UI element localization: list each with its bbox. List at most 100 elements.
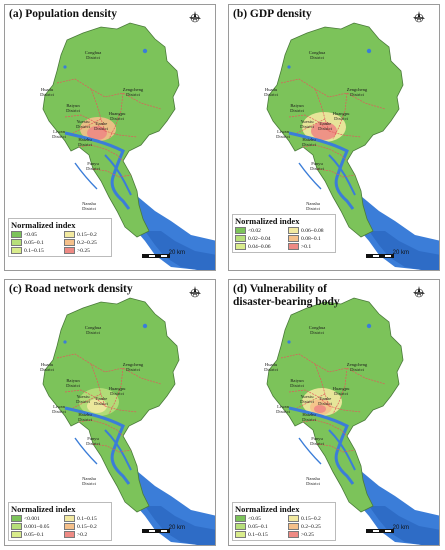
scale-label: 20 km (168, 250, 185, 256)
legend-swatch (11, 515, 22, 522)
district-label-baiyun: Baiyun District (290, 103, 304, 113)
legend-swatch (11, 531, 22, 538)
legend-swatch (11, 239, 22, 246)
district-boundary (302, 144, 348, 162)
map-canvas (42, 11, 215, 270)
legend-swatch (288, 515, 299, 522)
reservoir (142, 48, 148, 54)
district-label-huangpu: Huangpu District (332, 111, 350, 121)
legend-item: 0.15~0.2 (288, 515, 333, 522)
legend-label: >0.1 (301, 243, 312, 250)
district-label-liwan: Liwan District (276, 404, 290, 414)
legend-item: 0.2~0.25 (288, 523, 333, 530)
legend-swatch (288, 531, 299, 538)
district-label-haizhu: Haizhu District (302, 412, 316, 422)
legend-swatch (235, 227, 246, 234)
district-boundary (314, 363, 330, 407)
river-branch (74, 437, 98, 465)
map-panel-road: (c) Road network density Normalized inde… (4, 279, 216, 546)
district-boundary (288, 389, 362, 413)
legend-label: 0.08~0.1 (301, 235, 321, 242)
district-label-huangpu: Huangpu District (332, 386, 350, 396)
north-arrow-icon (193, 286, 197, 296)
district-label-yuexiu: Yuexiu District (76, 394, 90, 404)
north-arrow-icon (189, 292, 201, 294)
scale-bar (142, 254, 170, 258)
district-label-tianhe: Tianhe District (94, 121, 108, 131)
legend-item: >0.1 (288, 243, 333, 250)
panel-title: (d) Vulnerability of disaster-bearing bo… (233, 283, 340, 309)
legend-item: 0.1~0.15 (11, 247, 64, 254)
north-arrow-icon (414, 13, 424, 23)
district-boundary (316, 168, 356, 178)
reservoir (142, 323, 148, 329)
legend-item: 0.1~0.15 (235, 531, 288, 538)
legend-item: <0.05 (235, 515, 288, 522)
district-label-liwan: Liwan District (276, 129, 290, 139)
legend-swatch (288, 243, 299, 250)
legend-item: >0.25 (288, 531, 333, 538)
district-label-panyu: Panyu District (86, 161, 100, 171)
district-label-tianhe: Tianhe District (94, 396, 108, 406)
legend-label: 0.05~0.1 (248, 523, 268, 530)
district-label-zengcheng: Zengcheng District (346, 362, 368, 372)
legend-swatch (64, 523, 75, 530)
legend-swatch (11, 231, 22, 238)
scale-bar (366, 254, 394, 258)
district-boundary (92, 443, 132, 453)
legend-label: 0.1~0.15 (248, 531, 268, 538)
district-label-nansha: Nansha District (82, 201, 96, 211)
legend-label: 0.06~0.08 (301, 227, 324, 234)
north-arrow-icon (190, 288, 200, 298)
district-boundary (302, 419, 348, 437)
legend-item: >0.25 (64, 247, 109, 254)
district-label-yuexiu: Yuexiu District (300, 394, 314, 404)
legend-items: <0.05 0.15~0.2 0.05~0.1 0.2~0.25 0.1~0.15 >0.… (235, 515, 333, 538)
sea-water (145, 231, 215, 270)
reservoir (63, 340, 67, 344)
sea-water (369, 506, 439, 545)
legend-label: <0.05 (248, 515, 261, 522)
district-label-zengcheng: Zengcheng District (122, 362, 144, 372)
district-boundary (314, 88, 330, 132)
legend-label: 0.1~0.15 (24, 247, 44, 254)
district-label-haizhu: Haizhu District (78, 137, 92, 147)
north-arrow-icon (189, 286, 201, 298)
legend-item: 0.02~0.04 (235, 235, 288, 242)
legend-label: 0.05~0.1 (24, 239, 44, 246)
map-canvas (266, 286, 439, 545)
legend-swatch (235, 515, 246, 522)
legend: Normalized index <0.001 0.1~0.15 0.001~0.0… (8, 502, 112, 541)
district-label-huadu: Huadu District (264, 87, 278, 97)
north-arrow-icon (413, 17, 425, 19)
legend-swatch (235, 243, 246, 250)
legend-item: <0.05 (11, 231, 64, 238)
density-hotspot (311, 122, 337, 140)
district-boundary (280, 353, 386, 385)
district-boundary (108, 92, 124, 140)
legend-swatch (64, 239, 75, 246)
legend-label: >0.25 (301, 531, 314, 538)
district-label-huadu: Huadu District (40, 362, 54, 372)
district-label-tianhe: Tianhe District (318, 396, 332, 406)
district-label-conghua: Conghua District (308, 325, 326, 335)
district-boundary (108, 367, 124, 415)
legend-item: 0.2~0.25 (64, 239, 109, 246)
river-branch (298, 162, 322, 190)
density-hotspot (87, 126, 107, 140)
north-arrow-icon (413, 292, 425, 294)
legend-item: 0.08~0.1 (288, 235, 333, 242)
legend-title: Normalized index (235, 216, 300, 226)
legend-item: 0.15~0.2 (64, 523, 109, 530)
legend-items: <0.001 0.1~0.15 0.001~0.05 0.15~0.2 0.05~0.1… (11, 515, 109, 538)
district-label-zengcheng: Zengcheng District (122, 87, 144, 97)
reservoir (366, 323, 372, 329)
sea-water (145, 506, 215, 545)
scale-bar (142, 529, 170, 533)
legend-label: >0.2 (77, 531, 88, 538)
reservoir (287, 340, 291, 344)
legend-label: <0.001 (24, 515, 40, 522)
legend-item: 0.15~0.2 (64, 231, 109, 238)
district-label-yuexiu: Yuexiu District (76, 119, 90, 129)
legend-item: >0.2 (64, 531, 109, 538)
